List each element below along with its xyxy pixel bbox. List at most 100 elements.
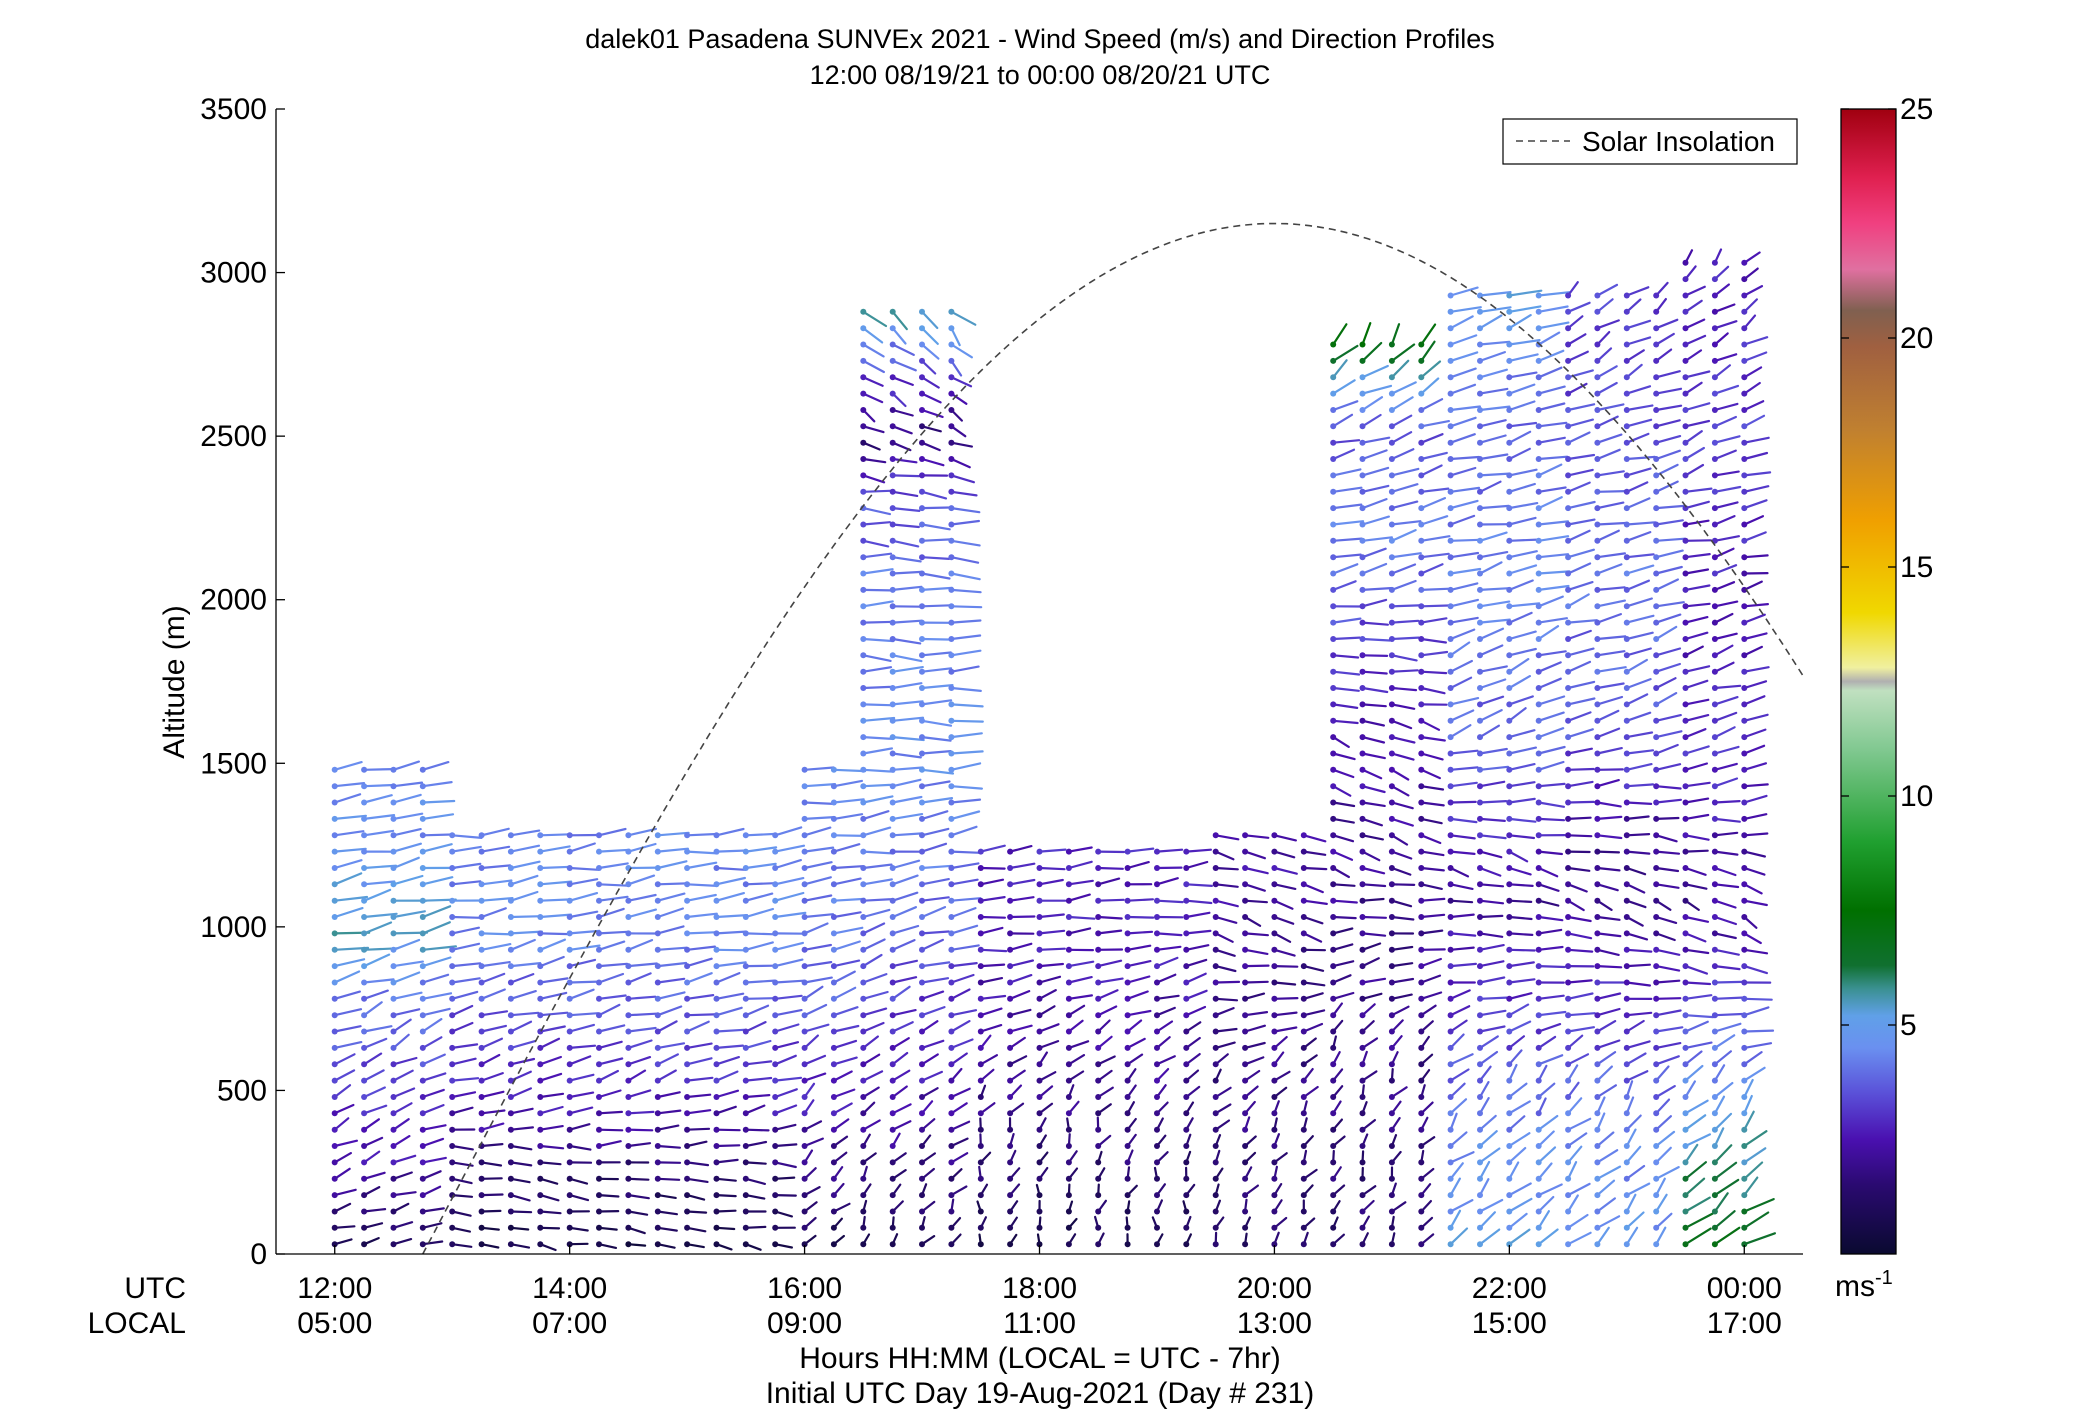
wind-barb [1271, 1070, 1291, 1084]
wind-barb [830, 1202, 851, 1215]
wind-barb [1418, 1004, 1437, 1019]
wind-barb [1418, 815, 1443, 825]
x-tick-label-local: 17:00 [1707, 1307, 1782, 1340]
wind-barb [1242, 848, 1267, 860]
wind-barb [919, 796, 954, 806]
wind-barb [449, 1208, 472, 1217]
wind-barb [1447, 1177, 1462, 1199]
wind-barb [1506, 746, 1538, 757]
wind-barb [1124, 897, 1155, 904]
wind-barb [1506, 729, 1536, 741]
wind-barb [919, 683, 954, 691]
wind-barb [1594, 1039, 1621, 1051]
wind-barb [1565, 1026, 1596, 1035]
wind-barb [1330, 974, 1352, 986]
wind-barb [1418, 636, 1448, 644]
wind-barb [830, 813, 864, 822]
wind-barb [977, 1183, 989, 1199]
wind-barb [1594, 979, 1625, 986]
x-axis-ticks: 12:0005:0014:0007:0016:0009:0018:0011:00… [297, 1245, 1782, 1340]
wind-barb [1506, 516, 1537, 528]
wind-barb [331, 1188, 357, 1199]
wind-barb [1477, 780, 1506, 790]
wind-barb [1741, 695, 1766, 708]
wind-barb [390, 960, 424, 970]
wind-barb [566, 1055, 592, 1068]
wind-barb [1447, 946, 1475, 953]
wind-barb [860, 701, 895, 708]
wind-barb [1359, 815, 1384, 827]
wind-barb [1271, 1199, 1283, 1215]
wind-barb [830, 911, 862, 920]
wind-barb [1095, 1116, 1102, 1133]
wind-barb [1418, 552, 1450, 561]
wind-barb [1330, 991, 1355, 1002]
wind-barb [1623, 762, 1653, 773]
wind-barb [1388, 668, 1419, 675]
wind-barb [478, 1241, 500, 1249]
wind-barb [1388, 881, 1416, 888]
wind-barb [1124, 1233, 1131, 1248]
wind-barb [1153, 1166, 1160, 1182]
wind-barb [1359, 484, 1390, 495]
wind-barb [1242, 1041, 1266, 1051]
wind-barb [1418, 991, 1443, 1002]
wind-barb [1535, 463, 1563, 479]
wind-barb [1124, 975, 1151, 986]
wind-barb [1711, 1161, 1738, 1182]
wind-barb [390, 1118, 410, 1133]
wind-barb [1506, 978, 1536, 986]
wind-barb [860, 1101, 876, 1117]
wind-barb [889, 325, 907, 345]
wind-barb [331, 760, 363, 773]
wind-barb [948, 1152, 969, 1166]
wind-barb [860, 488, 892, 495]
wind-barb [596, 1089, 622, 1100]
wind-barb [390, 1221, 414, 1231]
wind-barb [1271, 1231, 1280, 1248]
wind-barb [1711, 881, 1740, 889]
wind-barb [1477, 930, 1504, 938]
wind-barb [772, 1104, 798, 1117]
wind-barb [1565, 711, 1592, 724]
wind-barb [1036, 988, 1057, 1002]
wind-barb [1711, 848, 1739, 856]
wind-barb [948, 1120, 971, 1133]
wind-barb [1447, 1227, 1469, 1248]
wind-barb [331, 847, 367, 855]
wind-barb [654, 1224, 678, 1232]
wind-barb [1212, 1183, 1220, 1199]
wind-barb [1095, 1055, 1116, 1068]
wind-barb [1036, 1005, 1056, 1019]
wind-barb [419, 1124, 447, 1133]
wind-barb [1477, 453, 1509, 462]
wind-barb [889, 1103, 912, 1117]
wind-barb [1124, 881, 1153, 888]
wind-barb [1565, 697, 1596, 708]
wind-barb [919, 1053, 939, 1068]
wind-barb [1682, 963, 1709, 975]
wind-barb [1271, 1051, 1285, 1068]
wind-barb [1330, 750, 1356, 761]
wind-barb [1653, 713, 1682, 724]
wind-barb [919, 423, 942, 433]
wind-barb [1506, 602, 1541, 610]
wind-barb [1653, 730, 1683, 741]
wind-barb [1418, 650, 1449, 659]
wind-barb [478, 930, 514, 937]
wind-barb [1330, 1184, 1346, 1199]
wind-barb [919, 990, 945, 1002]
wind-barb [1682, 552, 1711, 561]
wind-barb [889, 1085, 908, 1100]
wind-barb [1623, 1164, 1646, 1182]
wind-barb [1653, 1026, 1684, 1035]
wind-barb [478, 972, 506, 986]
wind-barb [596, 1224, 618, 1231]
wind-barb [1741, 613, 1766, 626]
wind-barb [1300, 1085, 1319, 1100]
wind-barb [1682, 402, 1711, 413]
wind-barb [977, 1165, 984, 1182]
wind-barb [361, 1207, 387, 1215]
wind-barb [361, 1025, 393, 1035]
wind-barb [1741, 794, 1768, 806]
